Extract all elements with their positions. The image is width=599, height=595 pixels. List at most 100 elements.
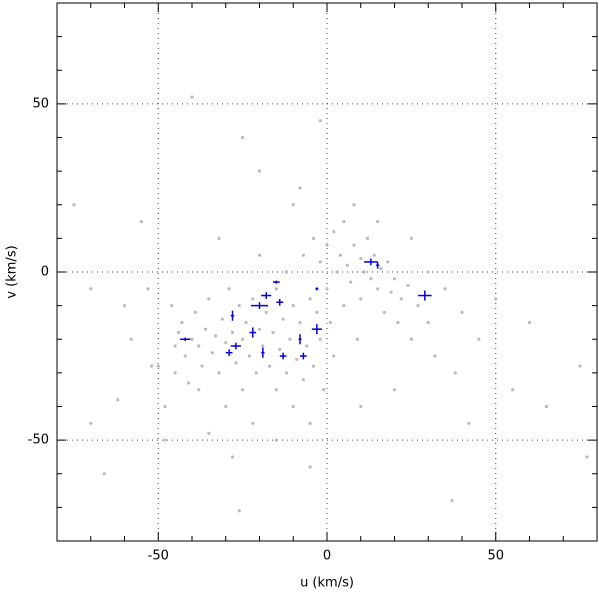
point	[217, 236, 221, 240]
point	[308, 465, 312, 469]
point	[365, 236, 370, 240]
point	[146, 287, 150, 291]
point	[214, 334, 218, 338]
point	[338, 253, 343, 257]
point	[257, 169, 262, 173]
point	[251, 421, 255, 425]
point	[230, 330, 235, 335]
point	[288, 337, 292, 341]
point	[298, 320, 302, 325]
point	[173, 344, 177, 348]
point	[359, 297, 363, 301]
point	[332, 354, 336, 358]
point	[318, 260, 322, 264]
point	[149, 364, 154, 368]
point	[207, 431, 211, 435]
point	[217, 371, 221, 375]
point	[180, 320, 184, 325]
point	[224, 404, 228, 409]
point	[369, 277, 373, 281]
point	[372, 253, 376, 257]
point	[409, 236, 413, 240]
point	[322, 388, 326, 392]
point	[251, 297, 255, 301]
x-tick-label: -50	[148, 549, 169, 564]
point	[227, 287, 231, 291]
point	[352, 203, 356, 207]
point	[389, 290, 393, 294]
point	[376, 287, 380, 291]
point	[274, 287, 278, 291]
point	[224, 341, 228, 345]
point	[416, 304, 420, 308]
plot-frame	[56, 2, 598, 542]
point	[318, 337, 322, 341]
x-tick-label: 0	[323, 549, 331, 564]
point	[261, 344, 265, 348]
y-tick-label: -50	[28, 433, 49, 448]
point	[247, 354, 251, 358]
point	[355, 337, 359, 341]
point	[274, 438, 278, 442]
point	[467, 421, 471, 425]
point	[190, 337, 194, 341]
point	[386, 260, 390, 264]
point	[139, 219, 143, 224]
point	[352, 243, 356, 247]
point	[301, 253, 305, 257]
point	[257, 327, 262, 331]
point	[295, 357, 299, 362]
point	[409, 337, 413, 341]
point	[332, 230, 336, 234]
point	[291, 304, 295, 308]
point	[362, 270, 366, 274]
x-tick-label: 50	[487, 549, 504, 564]
y-axis-label: v (km/s)	[5, 245, 20, 298]
point	[156, 364, 160, 368]
point	[311, 364, 316, 368]
point	[197, 344, 201, 348]
point	[241, 388, 245, 392]
point	[210, 351, 214, 355]
x-axis-label: u (km/s)	[300, 576, 354, 591]
point	[399, 297, 403, 301]
point	[163, 404, 167, 409]
point	[376, 219, 380, 224]
point	[271, 330, 275, 335]
point	[379, 267, 383, 271]
point	[176, 330, 181, 335]
point	[325, 243, 329, 247]
point	[318, 119, 322, 123]
point	[200, 364, 204, 368]
point	[359, 256, 363, 261]
point	[183, 354, 187, 358]
point	[305, 344, 309, 348]
point	[426, 320, 430, 325]
point	[220, 317, 224, 321]
point	[187, 381, 191, 385]
point	[406, 283, 410, 288]
point	[89, 287, 93, 291]
point	[207, 297, 211, 301]
point	[342, 219, 346, 224]
point	[254, 371, 258, 375]
point	[203, 327, 208, 331]
point	[585, 455, 589, 459]
point	[241, 135, 245, 140]
point	[278, 347, 282, 351]
point	[392, 277, 397, 281]
point	[190, 95, 194, 99]
point	[443, 287, 447, 291]
point	[241, 337, 245, 341]
point	[392, 388, 397, 392]
point	[426, 270, 430, 274]
point	[477, 337, 481, 341]
point	[544, 404, 548, 409]
point	[433, 354, 437, 358]
point	[291, 203, 295, 207]
point	[129, 337, 133, 341]
point	[298, 186, 302, 190]
point	[281, 317, 285, 321]
point	[311, 236, 316, 240]
